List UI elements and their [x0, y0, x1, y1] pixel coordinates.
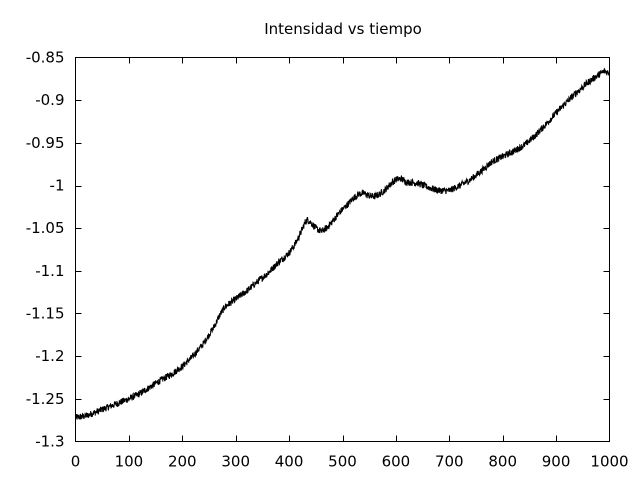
x-tick-label: 500 — [328, 453, 357, 471]
y-tick-label: -1.25 — [26, 390, 65, 408]
y-tick-label: -1.05 — [26, 219, 65, 237]
y-tick-label: -0.9 — [35, 91, 64, 109]
x-tick-label: 1000 — [590, 453, 628, 471]
tick-labels: 0 100 200 300 400 500 600 700 800 900 1000 -1.3 -1.2… — [26, 49, 629, 471]
chart-title: Intensidad vs tiempo — [264, 20, 422, 38]
x-tick-label: 200 — [168, 453, 197, 471]
y-tick-label: -1.3 — [35, 433, 64, 451]
x-tick-label: 600 — [382, 453, 411, 471]
x-tick-label: 400 — [275, 453, 304, 471]
x-tick-label: 800 — [488, 453, 517, 471]
y-tick-label: -1 — [50, 177, 65, 195]
series-line-0 — [75, 67, 610, 420]
x-tick-label: 700 — [435, 453, 464, 471]
y-tick-label: -1.1 — [35, 262, 64, 280]
axis-ticks — [75, 57, 610, 442]
y-tick-label: -0.85 — [26, 49, 65, 67]
x-tick-label: 0 — [71, 453, 81, 471]
y-tick-label: -1.2 — [35, 347, 64, 365]
y-tick-label: -0.95 — [26, 134, 65, 152]
x-tick-label: 300 — [221, 453, 250, 471]
x-tick-label: 900 — [542, 453, 571, 471]
plot-frame — [75, 57, 610, 442]
y-tick-label: -1.15 — [26, 305, 65, 323]
x-tick-label: 100 — [115, 453, 144, 471]
series-layer — [75, 67, 610, 420]
